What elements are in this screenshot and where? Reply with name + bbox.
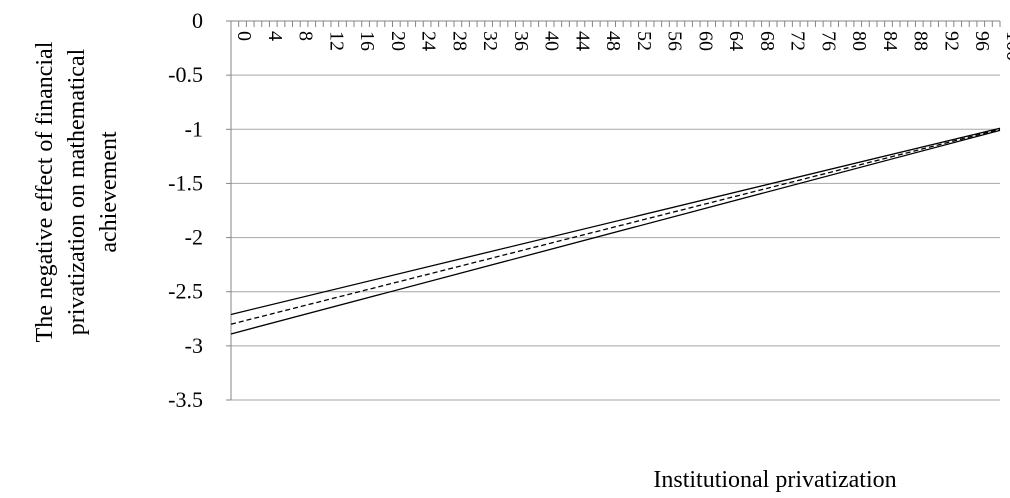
y-tick-label: -1: [185, 116, 203, 141]
y-axis-title-line-3: achievement: [96, 131, 122, 253]
x-tick-label: 100: [1002, 31, 1010, 61]
x-tick-label: 56: [664, 31, 686, 51]
axes: [226, 20, 1001, 401]
x-tick-label: 20: [387, 31, 409, 51]
x-tick-label: 12: [325, 31, 347, 51]
x-tick-label: 4: [264, 31, 286, 41]
x-tick-label: 96: [971, 31, 993, 51]
series-line-2: [230, 128, 1001, 325]
y-tick-label: 0: [192, 8, 203, 33]
x-tick-label: 40: [541, 31, 563, 51]
x-tick-label: 16: [356, 31, 378, 51]
y-tick-labels: 0 -0.5 -1 -1.5 -2 -2.5 -3 -3.5: [168, 8, 203, 412]
x-tick-label: 0: [233, 31, 255, 41]
x-tick-label: 88: [910, 31, 932, 51]
series-line-1: [230, 127, 1001, 316]
y-axis-title-line-1: The negative effect of financial: [32, 41, 58, 342]
x-tick-label: 24: [418, 31, 440, 51]
x-tick-label: 84: [879, 31, 901, 51]
y-tick-label: -2: [185, 225, 203, 250]
x-tick-label: 44: [571, 31, 593, 51]
x-tick-label: 76: [817, 31, 839, 51]
x-tick-label: 92: [940, 31, 962, 51]
x-tick-label: 48: [602, 31, 624, 51]
x-axis-title: Institutional privatization: [653, 467, 896, 493]
x-tick-label: 32: [479, 31, 501, 51]
x-tick-label: 60: [694, 31, 716, 51]
axis-titles: Institutional privatization The negative…: [32, 41, 897, 493]
x-tick-label: 80: [848, 31, 870, 51]
x-tick-label: 52: [633, 31, 655, 51]
y-tick-label: -0.5: [168, 62, 203, 87]
y-tick-label: -2.5: [168, 279, 203, 304]
y-tick-label: -1.5: [168, 170, 203, 195]
gridlines: [231, 74, 1000, 401]
series-line-3: [230, 129, 1001, 335]
x-tick-label: 64: [725, 31, 747, 51]
y-tick-label: -3: [185, 333, 203, 358]
x-tick-label: 36: [510, 31, 532, 51]
y-tick-label: -3.5: [168, 387, 203, 412]
x-tick-label: 8: [295, 31, 317, 41]
y-axis-title-line-2: privatization on mathematical: [64, 48, 90, 335]
x-tick-label: 28: [448, 31, 470, 51]
x-tick-labels: 0 4 8 12 16 20 24 28 32 36 40 44 48 52 56 60 64 68 72 76 80 8…: [233, 31, 1010, 61]
x-tick-label: 72: [787, 31, 809, 51]
series-lines: [230, 127, 1001, 335]
x-tick-label: 68: [756, 31, 778, 51]
